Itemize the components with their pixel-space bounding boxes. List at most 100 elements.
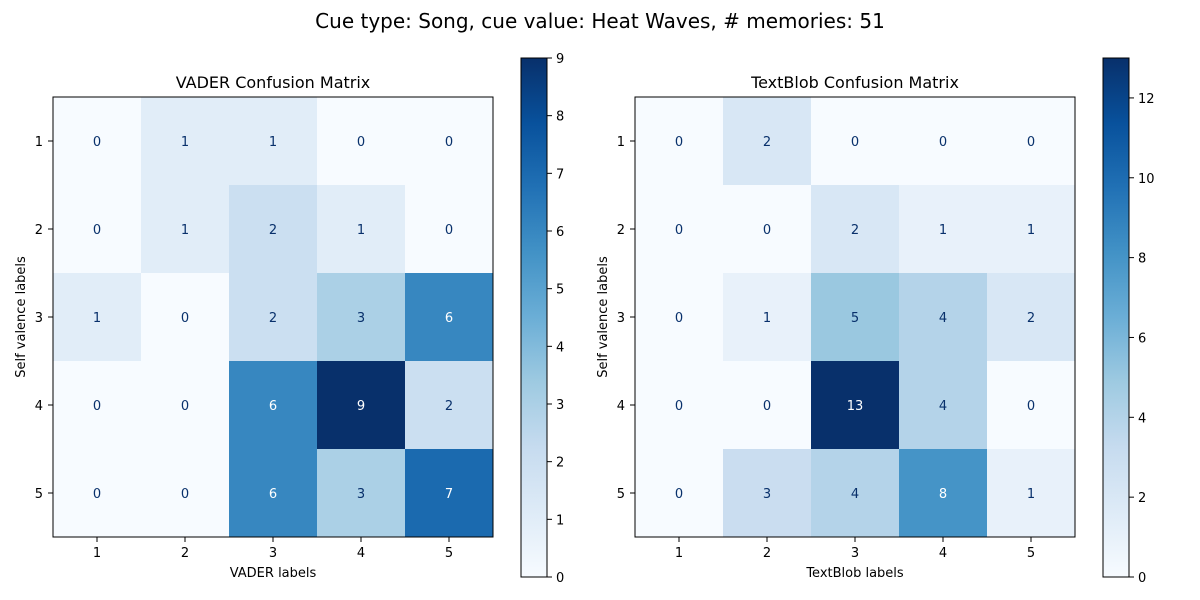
textblob-colorbar-tick-label: 12 xyxy=(1138,92,1155,107)
vader-x-tick-label: 4 xyxy=(357,546,365,561)
vader-y-tick-label: 3 xyxy=(35,311,43,326)
vader-title: VADER Confusion Matrix xyxy=(176,73,371,92)
vader-cell-value-r1-c4: 0 xyxy=(357,135,365,150)
textblob-cell-r5-c2 xyxy=(723,449,812,538)
textblob-colorbar-tick-label: 8 xyxy=(1138,252,1146,267)
vader-cell-value-r1-c2: 1 xyxy=(181,135,189,150)
vader-cell-r2-c1 xyxy=(53,185,142,274)
textblob-y-tick-label: 5 xyxy=(617,487,625,502)
textblob-x-tick-label: 1 xyxy=(675,546,683,561)
textblob-colorbar-tick-label: 2 xyxy=(1138,491,1146,506)
textblob-y-tick-label: 4 xyxy=(617,399,625,414)
vader-cell-r5-c2 xyxy=(141,449,230,538)
textblob-cell-r3-c4 xyxy=(899,273,988,362)
vader-cell-value-r2-c5: 0 xyxy=(445,223,453,238)
textblob-cell-r4-c3 xyxy=(811,361,900,450)
vader-y-tick-label: 2 xyxy=(35,223,43,238)
vader-x-tick-label: 2 xyxy=(181,546,189,561)
vader-cell-r4-c4 xyxy=(317,361,406,450)
textblob-cell-value-r5-c5: 1 xyxy=(1027,487,1035,502)
textblob-cell-value-r2-c3: 2 xyxy=(851,223,859,238)
vader-heatmap: 0 1 1 0 0 0 1 2 1 0 1 0 2 3 6 0 0 6 9 2 0 0 6 3 7 xyxy=(53,97,494,538)
textblob-cell-value-r3-c4: 4 xyxy=(939,311,947,326)
vader-cell-value-r3-c2: 0 xyxy=(181,311,189,326)
textblob-cell-value-r3-c2: 1 xyxy=(763,311,771,326)
vader-cell-r4-c5 xyxy=(405,361,494,450)
vader-colorbar-ticks: 0 1 2 3 4 5 6 7 8 9 xyxy=(547,52,564,586)
vader-cell-r5-c3 xyxy=(229,449,318,538)
textblob-cell-r2-c2 xyxy=(723,185,812,274)
vader-x-tick-label: 1 xyxy=(93,546,101,561)
vader-cell-value-r3-c4: 3 xyxy=(357,311,365,326)
textblob-cell-value-r5-c1: 0 xyxy=(675,487,683,502)
vader-cell-r2-c2 xyxy=(141,185,230,274)
vader-x-tick-label: 3 xyxy=(269,546,277,561)
vader-cell-value-r1-c5: 0 xyxy=(445,135,453,150)
textblob-cell-value-r5-c4: 8 xyxy=(939,487,947,502)
textblob-cell-value-r4-c4: 4 xyxy=(939,399,947,414)
textblob-cell-r5-c5 xyxy=(987,449,1076,538)
vader-ylabel: Self valence labels xyxy=(14,256,29,378)
textblob-cell-r1-c4 xyxy=(899,97,988,186)
vader-cell-value-r5-c1: 0 xyxy=(93,487,101,502)
vader-cell-value-r4-c5: 2 xyxy=(445,399,453,414)
vader-colorbar-tick-label: 1 xyxy=(556,513,564,528)
textblob-cell-r1-c1 xyxy=(635,97,724,186)
textblob-cell-value-r2-c1: 0 xyxy=(675,223,683,238)
textblob-cell-value-r1-c1: 0 xyxy=(675,135,683,150)
textblob-x-tick-label: 4 xyxy=(939,546,947,561)
textblob-y-tick-label: 3 xyxy=(617,311,625,326)
vader-cell-r5-c1 xyxy=(53,449,142,538)
textblob-cell-value-r2-c5: 1 xyxy=(1027,223,1035,238)
textblob-cell-r3-c5 xyxy=(987,273,1076,362)
vader-y-tick-label: 4 xyxy=(35,399,43,414)
textblob-cell-r3-c1 xyxy=(635,273,724,362)
textblob-cell-r1-c3 xyxy=(811,97,900,186)
textblob-cell-r5-c1 xyxy=(635,449,724,538)
vader-cell-value-r3-c1: 1 xyxy=(93,311,101,326)
textblob-cell-value-r4-c1: 0 xyxy=(675,399,683,414)
vader-cell-value-r2-c3: 2 xyxy=(269,223,277,238)
vader-y-tick-label: 1 xyxy=(35,135,43,150)
vader-cell-r1-c5 xyxy=(405,97,494,186)
textblob-cell-value-r1-c2: 2 xyxy=(763,135,771,150)
vader-cell-r3-c1 xyxy=(53,273,142,362)
textblob-x-tick-label: 2 xyxy=(763,546,771,561)
textblob-x-tick-label: 5 xyxy=(1027,546,1035,561)
vader-colorbar-tick-label: 2 xyxy=(556,456,564,471)
vader-cell-r3-c2 xyxy=(141,273,230,362)
textblob-cell-r2-c5 xyxy=(987,185,1076,274)
vader-cell-value-r2-c2: 1 xyxy=(181,223,189,238)
textblob-panel: TextBlob Confusion Matrix 0 2 0 0 0 0 0 2 1 1 0 1 5 4… xyxy=(596,57,1155,586)
vader-colorbar-tick-label: 6 xyxy=(556,225,564,240)
vader-cell-r4-c1 xyxy=(53,361,142,450)
textblob-xlabel: TextBlob labels xyxy=(805,566,904,581)
vader-colorbar: 0 1 2 3 4 5 6 7 8 9 xyxy=(520,52,564,586)
vader-cell-value-r2-c4: 1 xyxy=(357,223,365,238)
vader-cell-value-r4-c4: 9 xyxy=(357,399,365,414)
textblob-title: TextBlob Confusion Matrix xyxy=(750,73,959,92)
textblob-y-tick-label: 1 xyxy=(617,135,625,150)
vader-cell-value-r4-c1: 0 xyxy=(93,399,101,414)
textblob-cell-value-r5-c3: 4 xyxy=(851,487,859,502)
textblob-cell-r4-c2 xyxy=(723,361,812,450)
vader-cell-value-r2-c1: 0 xyxy=(93,223,101,238)
vader-cell-value-r3-c5: 6 xyxy=(445,311,453,326)
textblob-cell-r4-c4 xyxy=(899,361,988,450)
vader-cell-r5-c5 xyxy=(405,449,494,538)
textblob-cell-r2-c3 xyxy=(811,185,900,274)
textblob-cell-value-r1-c5: 0 xyxy=(1027,135,1035,150)
textblob-colorbar: 0 2 4 6 8 10 12 xyxy=(1102,57,1155,586)
textblob-cell-value-r3-c1: 0 xyxy=(675,311,683,326)
textblob-cell-value-r4-c3: 13 xyxy=(847,399,864,414)
vader-cell-value-r3-c3: 2 xyxy=(269,311,277,326)
vader-cell-r2-c4 xyxy=(317,185,406,274)
textblob-cell-value-r1-c3: 0 xyxy=(851,135,859,150)
textblob-y-tick-label: 2 xyxy=(617,223,625,238)
vader-cell-r1-c3 xyxy=(229,97,318,186)
textblob-cell-r5-c4 xyxy=(899,449,988,538)
vader-cell-r5-c4 xyxy=(317,449,406,538)
vader-colorbar-tick-label: 8 xyxy=(556,110,564,125)
vader-cell-value-r5-c2: 0 xyxy=(181,487,189,502)
vader-y-tick-label: 5 xyxy=(35,487,43,502)
